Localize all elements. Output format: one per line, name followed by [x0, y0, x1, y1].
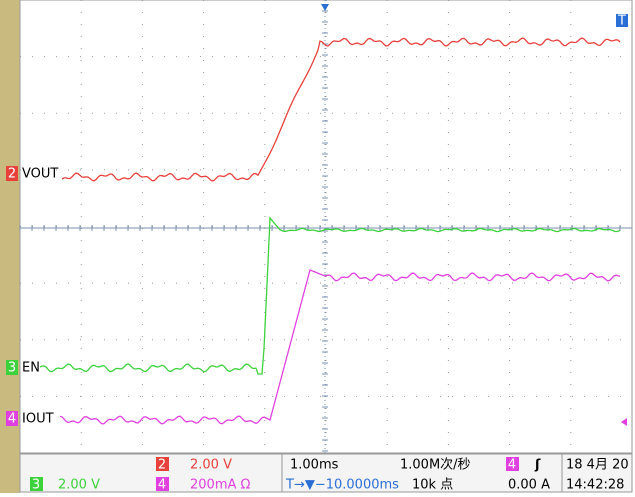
badge	[156, 457, 169, 471]
vout-trace	[61, 37, 621, 182]
trace-label: VOUT	[22, 167, 58, 182]
record-length: 10k 点	[412, 478, 453, 493]
trace-label: EN	[22, 361, 40, 376]
trigger-position	[321, 4, 329, 11]
position: T→▼−10.0000ms	[285, 478, 399, 493]
trigger-badge	[616, 14, 628, 27]
timebase: 1.00ms	[290, 458, 339, 473]
status-bar	[19, 453, 633, 493]
badge	[156, 477, 169, 491]
trigger-level	[621, 418, 627, 426]
badge	[30, 477, 43, 491]
badge-text: 2	[158, 458, 166, 473]
ch3-scale: 2.00 V	[58, 478, 100, 493]
marker-text: 4	[8, 412, 16, 427]
en-trace	[39, 216, 621, 375]
iout-trace	[59, 269, 621, 425]
marker	[6, 411, 18, 426]
marker-text: 2	[8, 167, 16, 182]
ch4-scale: 200mA Ω	[190, 478, 251, 493]
marker	[6, 166, 18, 181]
trace-label: IOUT	[22, 412, 54, 427]
graticule	[19, 0, 632, 453]
marker	[6, 360, 18, 375]
ch2-scale: 2.00 V	[190, 458, 232, 473]
graticule-frame	[19, 0, 633, 454]
date: 18 4月 20	[566, 458, 629, 473]
badge-text: 3	[32, 478, 40, 493]
badge-text: 4	[508, 458, 516, 473]
time: 14:42:28	[566, 478, 624, 493]
badge-text: 4	[158, 478, 166, 493]
trigger-label: T	[617, 14, 626, 29]
badge	[506, 457, 519, 471]
trigger-level: 0.00 A	[508, 478, 550, 493]
marker-text: 3	[8, 361, 16, 376]
trigger-slope: ʃ	[534, 458, 541, 473]
sample-rate: 1.00M次/秒	[400, 457, 471, 473]
